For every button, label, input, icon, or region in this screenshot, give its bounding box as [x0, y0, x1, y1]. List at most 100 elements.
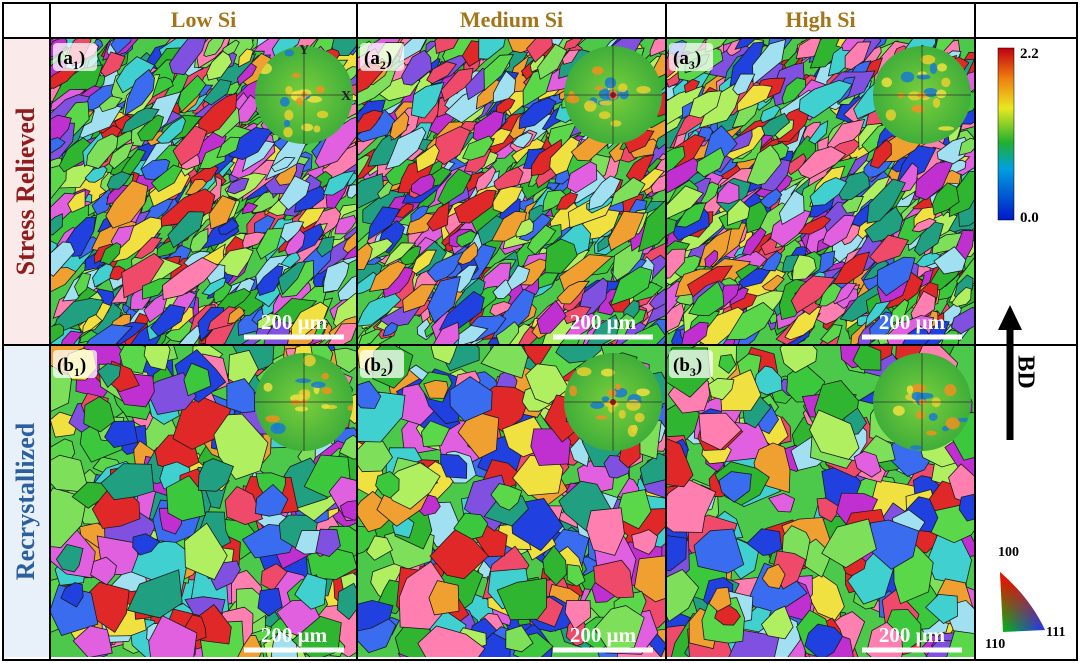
- pole-spot: [599, 100, 612, 106]
- grain: [143, 290, 170, 323]
- grain: [428, 580, 460, 616]
- pole-spot: [900, 71, 915, 83]
- pole-spot: [911, 104, 925, 113]
- grain: [667, 535, 687, 572]
- grain: [852, 346, 882, 371]
- grain: [457, 324, 489, 344]
- grain: [518, 97, 557, 130]
- pole-spot: [936, 63, 948, 72]
- pole-figure: [873, 353, 971, 451]
- grain: [650, 171, 665, 195]
- grain: [375, 471, 400, 499]
- grain: [434, 39, 459, 55]
- pole-spot: [907, 91, 922, 101]
- grain: [462, 135, 494, 161]
- grain: [716, 181, 740, 204]
- grain: [338, 434, 356, 460]
- grain: [732, 73, 756, 96]
- pole-figure: [564, 353, 662, 451]
- panel-label: (b2): [364, 355, 393, 379]
- grain: [90, 556, 117, 586]
- grain: [51, 266, 77, 293]
- grain: [564, 599, 592, 630]
- grain: [358, 328, 383, 344]
- grain: [51, 213, 63, 236]
- pole-spot: [945, 417, 960, 430]
- grain: [429, 529, 489, 580]
- pole-spot: [920, 54, 936, 65]
- grain: [505, 625, 534, 653]
- column-header: Low Si: [171, 7, 236, 32]
- grain: [358, 380, 382, 409]
- grain: [336, 582, 356, 620]
- grain: [631, 529, 659, 555]
- grain: [100, 463, 155, 501]
- grain: [630, 138, 658, 159]
- pole-spot: [285, 86, 293, 95]
- grain: [346, 184, 356, 199]
- grain: [291, 615, 342, 657]
- grain: [761, 605, 794, 640]
- grain: [86, 133, 119, 169]
- grain: [242, 231, 267, 250]
- pole-spot: [917, 392, 934, 399]
- pole-axis-label: Y: [299, 43, 309, 58]
- grain: [415, 143, 440, 173]
- grain: [633, 555, 665, 603]
- grain: [438, 291, 485, 334]
- grain: [241, 140, 276, 173]
- grain: [915, 159, 955, 201]
- grain: [864, 300, 892, 329]
- pole-spot: [910, 445, 922, 451]
- pole-spot: [263, 382, 273, 392]
- pole-spot: [321, 372, 329, 380]
- grain: [555, 192, 579, 210]
- panel-label-bg: [360, 43, 404, 71]
- ipf-triangle: [1000, 572, 1045, 632]
- pole-spot: [594, 86, 604, 91]
- pole-spot: [321, 387, 333, 395]
- grain: [667, 145, 686, 174]
- grain: [876, 256, 916, 297]
- pole-spot: [610, 120, 622, 127]
- grain: [449, 376, 493, 422]
- pole-spot: [626, 399, 641, 411]
- panel-label: (a2): [364, 48, 392, 72]
- pole-spot: [600, 368, 615, 377]
- grain: [492, 186, 524, 214]
- pole-spots: [263, 354, 353, 435]
- grain: [786, 362, 826, 403]
- grain: [637, 200, 665, 253]
- scale-bar-label: 200 μm: [570, 623, 637, 647]
- grain: [492, 70, 516, 104]
- pole-spot: [316, 110, 329, 119]
- grain: [226, 177, 250, 195]
- grain: [437, 168, 472, 206]
- grain: [457, 241, 478, 265]
- grain: [67, 189, 86, 213]
- grain: [869, 139, 892, 169]
- grain: [932, 182, 960, 216]
- grain: [483, 54, 515, 92]
- panel-label-prefix: (b: [673, 355, 690, 376]
- grain: [667, 401, 701, 448]
- panel-label-subscript: 2: [380, 58, 386, 72]
- grain: [377, 181, 393, 200]
- grain: [401, 49, 433, 86]
- grain: [542, 545, 568, 586]
- pole-spot: [590, 401, 605, 409]
- pole-spot: [284, 109, 294, 121]
- scale-bar-label: 200 μm: [261, 310, 328, 334]
- grain: [86, 324, 134, 344]
- grain: [61, 330, 84, 344]
- grain: [522, 65, 556, 108]
- panel-label-prefix: (b: [364, 355, 381, 376]
- pole-spot: [929, 62, 938, 74]
- grain: [382, 322, 398, 337]
- grain: [683, 78, 700, 94]
- grain: [778, 189, 805, 226]
- panel-label-subscript: 2: [381, 365, 387, 379]
- grain: [120, 107, 160, 134]
- grain: [284, 229, 306, 256]
- grain: [339, 500, 356, 521]
